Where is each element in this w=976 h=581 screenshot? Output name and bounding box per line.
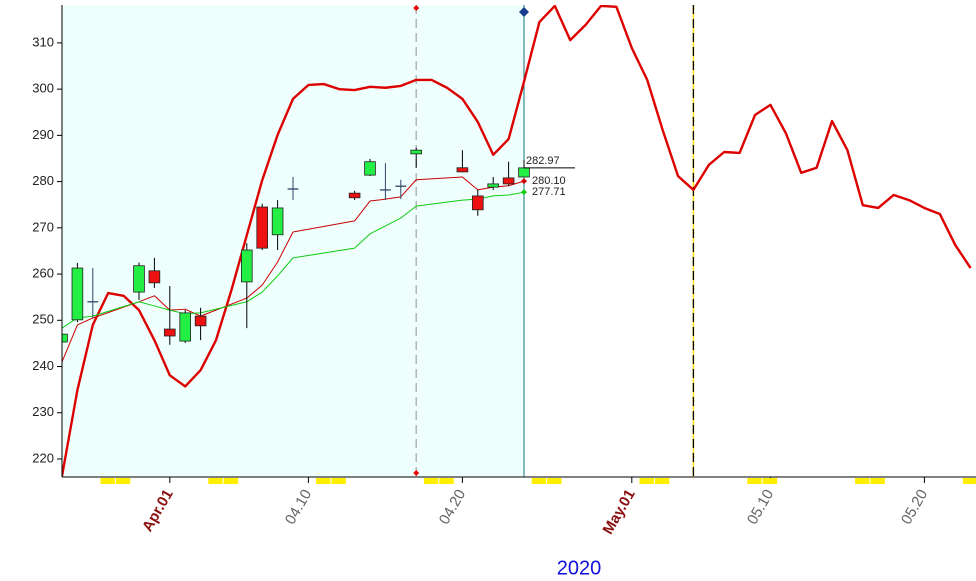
vline-marker: [413, 5, 420, 11]
highlight-day: [654, 478, 670, 484]
y-tick-label: 220: [32, 450, 54, 465]
candle-body: [518, 167, 530, 178]
highlight-day: [208, 478, 223, 484]
highlight-day: [223, 478, 239, 484]
highlight-day: [531, 478, 547, 484]
candle-body: [194, 315, 207, 327]
candle-body: [502, 177, 515, 185]
candle-body: [271, 207, 284, 236]
end-marker: [521, 178, 528, 185]
highlight-day: [762, 478, 778, 484]
highlight-day: [855, 478, 870, 484]
candle-body: [410, 149, 422, 155]
axes: 220 230 240 250 260 270 280 290 300 310 Apr.01 04.1…: [32, 5, 976, 537]
x-axis-title: 2020: [557, 557, 602, 579]
moving-average-line: [62, 176, 525, 363]
candle-body: [256, 206, 268, 249]
y-tick-label: 230: [32, 404, 54, 419]
x-tick-label: 05.10: [744, 486, 777, 527]
candle-body: [472, 195, 484, 211]
highlight-day: [331, 478, 346, 484]
highlight-day: [316, 478, 331, 484]
end-marker: [521, 189, 528, 196]
moving-average-line: [62, 191, 525, 329]
y-tick-label: 270: [32, 219, 54, 234]
vline-marker: [519, 7, 530, 17]
projection-line: [62, 5, 972, 477]
shaded-region: [62, 5, 525, 477]
x-tick-label: 04.10: [282, 486, 315, 527]
y-tick-label: 250: [32, 312, 54, 327]
highlight-day: [439, 478, 454, 484]
y-tick-label: 260: [32, 265, 54, 280]
candle-body: [456, 167, 469, 173]
candle-body: [179, 312, 191, 342]
y-tick-label: 290: [32, 127, 54, 142]
last-close-label: 282.97: [526, 155, 560, 167]
candle-body: [133, 265, 145, 293]
end-label: 277.71: [532, 186, 566, 198]
highlight-day: [547, 478, 562, 484]
candle-body: [71, 267, 84, 321]
y-tick-label: 240: [32, 358, 54, 373]
highlight-day: [100, 478, 115, 484]
candle-body: [348, 192, 361, 199]
candle-body: [164, 328, 176, 337]
candle-body: [364, 161, 376, 176]
y-tick-label: 310: [32, 34, 54, 49]
highlight-day: [639, 478, 654, 484]
y-tick-label: 300: [32, 81, 54, 96]
highlight-day: [870, 478, 885, 484]
candle-body: [487, 183, 499, 188]
highlight-day: [423, 478, 439, 484]
x-tick-label: 05.20: [898, 486, 931, 527]
candle-body: [62, 333, 68, 343]
x-tick-label: May.01: [600, 486, 639, 537]
x-tick-label: Apr.01: [139, 486, 177, 534]
highlight-day: [962, 478, 976, 484]
x-tick-label: 04.20: [436, 486, 469, 527]
vline-marker: [413, 470, 420, 476]
candle-body: [148, 270, 161, 284]
end-label: 280.10: [532, 175, 566, 187]
highlight-day: [747, 478, 762, 484]
y-tick-label: 280: [32, 173, 54, 188]
candle-body: [241, 249, 253, 283]
highlight-day: [115, 478, 131, 484]
plot-area: [62, 5, 972, 477]
